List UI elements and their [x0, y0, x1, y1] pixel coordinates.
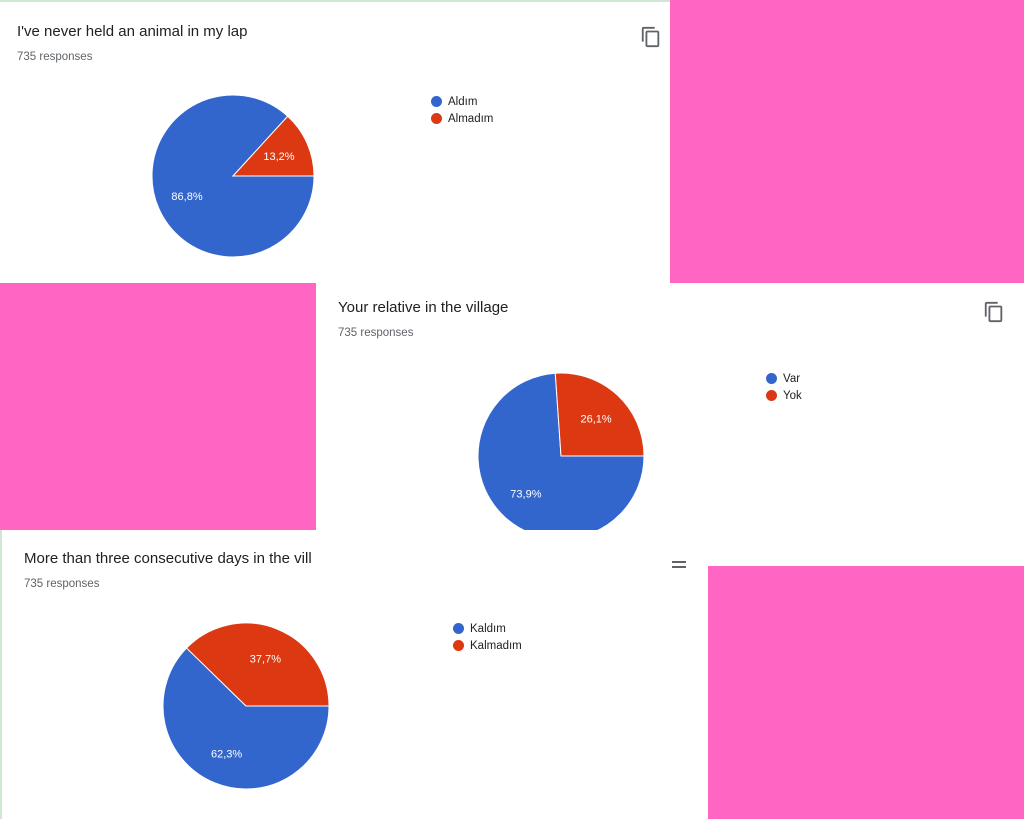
legend-label: Kaldım	[470, 622, 506, 635]
slice-percent-label: 62,3%	[211, 749, 242, 761]
response-count: 735 responses	[338, 327, 414, 339]
legend: Kaldım Kalmadım	[453, 620, 522, 654]
slice-percent-label: 73,9%	[510, 489, 541, 501]
legend-item[interactable]: Aldım	[431, 93, 493, 110]
response-count: 735 responses	[17, 51, 93, 63]
legend-item[interactable]: Kaldım	[453, 620, 522, 637]
legend-label: Var	[783, 372, 801, 385]
pie-slice-almadım[interactable]	[231, 115, 315, 177]
legend-item[interactable]: Almadım	[431, 110, 493, 127]
slice-percent-label: 37,7%	[250, 653, 281, 665]
legend: Var Yok	[766, 370, 802, 404]
legend-swatch-blue	[453, 623, 464, 634]
pie-slice-kaldım[interactable]	[162, 647, 330, 790]
slice-percent-label: 86,8%	[171, 191, 202, 203]
legend-swatch-red	[431, 113, 442, 124]
pie-chart: 86,8% 13,2%	[151, 94, 315, 258]
pie-slice-yok[interactable]	[554, 372, 645, 457]
chart-card-animal-lap: I've never held an animal in my lap 735 …	[0, 0, 670, 283]
chart-card-relative-village: Your relative in the village 735 respons…	[316, 283, 1024, 566]
legend-item[interactable]: Var	[766, 370, 802, 387]
copy-icon[interactable]	[640, 26, 662, 48]
legend-item[interactable]: Kalmadım	[453, 637, 522, 654]
pie-chart: 62,3% 37,7%	[162, 622, 330, 790]
slice-percent-label: 26,1%	[581, 413, 612, 425]
legend-label: Almadım	[448, 112, 494, 125]
pie-slice-kalmadım[interactable]	[185, 622, 330, 707]
legend-swatch-blue	[766, 373, 777, 384]
legend-swatch-blue	[431, 96, 442, 107]
legend: Aldım Almadım	[431, 93, 493, 127]
card-title: Your relative in the village	[338, 299, 509, 316]
pie-chart: 73,9% 26,1%	[477, 372, 645, 540]
response-count: 735 responses	[24, 578, 100, 590]
legend-label: Yok	[783, 389, 802, 402]
legend-item[interactable]: Yok	[766, 387, 802, 404]
legend-label: Kalmadım	[470, 639, 522, 652]
chart-card-consecutive-days: More than three consecutive days in the …	[0, 530, 708, 819]
legend-swatch-red	[766, 390, 777, 401]
copy-icon-partial[interactable]	[670, 558, 690, 570]
card-title: More than three consecutive days in the …	[24, 550, 312, 567]
copy-icon[interactable]	[983, 301, 1005, 323]
card-title: I've never held an animal in my lap	[17, 23, 248, 40]
slice-percent-label: 13,2%	[263, 151, 294, 163]
legend-label: Aldım	[448, 95, 478, 108]
legend-swatch-red	[453, 640, 464, 651]
